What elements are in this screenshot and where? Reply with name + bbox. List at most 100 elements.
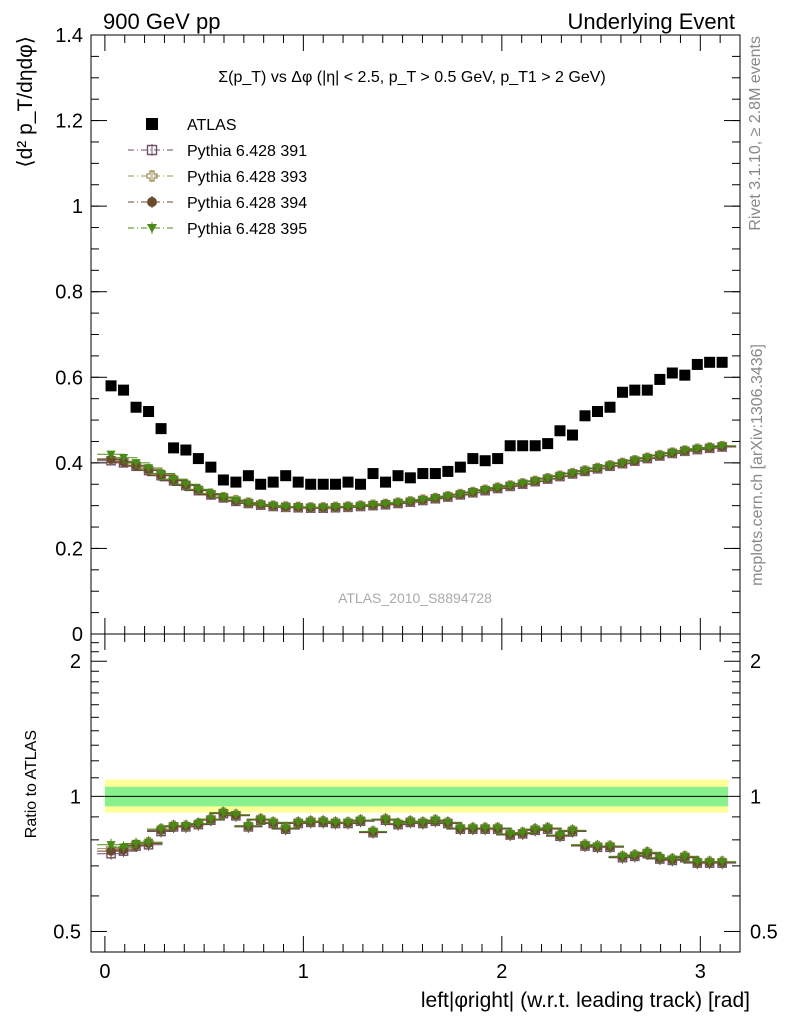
ratio-data-points <box>97 806 737 870</box>
data-point <box>630 456 640 465</box>
data-point <box>380 476 392 488</box>
main-y-label: ⟨d² p_T/dηdφ⟩ <box>14 36 37 168</box>
legend: ATLAS Pythia 6.428 391 Pythia 6.428 393 Pyt… <box>128 117 307 238</box>
data-point <box>143 838 154 847</box>
data-point <box>130 401 142 413</box>
legend-label: Pythia 6.428 395 <box>187 221 307 238</box>
data-point <box>443 818 453 827</box>
data-point <box>143 406 155 418</box>
data-point <box>617 459 628 468</box>
data-point <box>617 386 629 398</box>
data-point <box>106 846 116 856</box>
data-point <box>118 843 129 852</box>
data-point <box>468 488 478 497</box>
data-point <box>131 459 141 468</box>
legend-label: ATLAS <box>187 117 237 134</box>
main-y-tick-label: 0 <box>72 624 83 646</box>
data-point <box>592 464 603 473</box>
data-point <box>717 442 727 451</box>
main-axis-ticks: 0 0.2 0.4 0.6 0.8 1 1.2 1.4 <box>55 25 741 646</box>
chart-title: Σ(p_T) vs Δφ (|η| < 2.5, p_T > 0.5 GeV, … <box>218 69 605 86</box>
data-point <box>504 440 516 452</box>
ratio-uncertainty-bands <box>104 779 729 813</box>
data-point <box>518 479 528 488</box>
data-point <box>105 380 117 392</box>
data-point <box>317 478 329 490</box>
data-point <box>206 489 216 499</box>
data-point <box>147 197 157 207</box>
data-point <box>629 384 641 396</box>
data-point <box>641 384 653 396</box>
legend-item: Pythia 6.428 393 <box>128 169 307 186</box>
data-point <box>355 501 366 511</box>
data-point <box>193 819 203 829</box>
ratio-y-tick-label: 0.5 <box>53 921 81 943</box>
data-point <box>243 498 253 508</box>
data-point <box>305 478 317 490</box>
data-point <box>146 170 158 182</box>
data-point <box>355 816 366 825</box>
data-point <box>380 815 391 824</box>
data-point <box>566 429 578 441</box>
x-tick-label: 2 <box>496 961 507 983</box>
data-point <box>330 478 342 490</box>
ratio-series <box>97 806 737 868</box>
data-point <box>231 496 241 505</box>
legend-label: Pythia 6.428 394 <box>187 195 307 212</box>
data-point <box>442 465 454 477</box>
data-point <box>555 472 565 481</box>
data-point <box>704 356 716 368</box>
data-point <box>267 476 279 488</box>
main-y-tick-label: 0.8 <box>55 282 83 304</box>
data-point <box>642 848 652 858</box>
data-point <box>580 466 590 476</box>
data-point <box>146 118 158 130</box>
data-point <box>143 464 154 473</box>
data-point <box>655 451 665 460</box>
data-point <box>168 475 179 484</box>
data-point <box>156 825 166 834</box>
ratio-y-tick-label: 1 <box>70 786 81 808</box>
ratio-y-tick-label-right: 1 <box>750 786 761 808</box>
data-point <box>106 841 116 850</box>
data-point <box>505 481 515 491</box>
data-point <box>455 490 465 499</box>
data-point <box>580 841 590 850</box>
legend-item: Pythia 6.428 394 <box>128 195 307 212</box>
data-point <box>155 423 167 435</box>
data-point <box>368 501 378 510</box>
data-point <box>530 477 540 486</box>
data-point <box>218 493 228 502</box>
data-point <box>106 450 116 459</box>
data-point <box>343 818 353 827</box>
data-point <box>330 503 341 512</box>
data-point <box>243 822 253 831</box>
main-y-tick-label: 1 <box>72 196 83 218</box>
data-point <box>168 442 180 454</box>
data-point <box>367 468 379 480</box>
x-axis-label: left|φright| (w.r.t. leading track) [rad… <box>421 989 750 1012</box>
data-point <box>404 472 416 484</box>
x-tick-label: 1 <box>298 961 309 983</box>
mcplots-label: mcplots.cern.ch [arXiv:1306.3436] <box>749 344 766 586</box>
data-point <box>156 469 166 479</box>
data-point <box>255 478 267 490</box>
data-point <box>368 827 378 837</box>
series-pythia <box>97 442 737 512</box>
main-y-tick-label: 0.2 <box>55 538 83 560</box>
data-point <box>642 454 652 463</box>
data-point <box>343 502 353 512</box>
data-point <box>405 817 415 826</box>
data-point <box>605 842 615 851</box>
data-point <box>667 855 677 864</box>
data-point <box>666 367 678 379</box>
legend-item: Pythia 6.428 395 <box>128 221 307 238</box>
data-point <box>318 817 328 826</box>
data-point <box>542 438 554 450</box>
ratio-y-tick-label-right: 2 <box>750 651 761 673</box>
ratio-series <box>97 806 737 868</box>
legend-label: Pythia 6.428 391 <box>187 143 307 160</box>
data-point <box>691 358 703 370</box>
data-point <box>217 474 229 486</box>
